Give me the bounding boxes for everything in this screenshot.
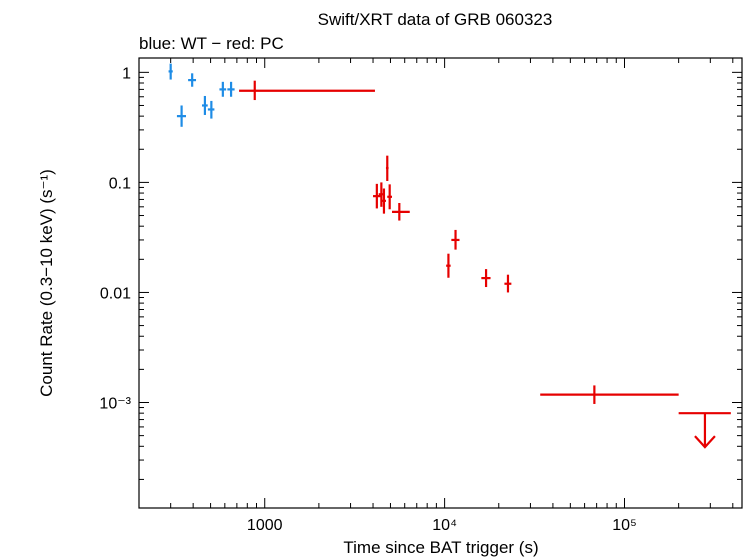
- data-point: [451, 229, 460, 250]
- x-tick-label: 1000: [247, 517, 283, 534]
- data-point: [446, 253, 451, 278]
- data-point: [385, 155, 389, 181]
- x-axis-label: Time since BAT trigger (s): [343, 538, 538, 557]
- y-axis-label: Count Rate (0.3−10 keV) (s⁻¹): [37, 169, 56, 397]
- data-point: [504, 274, 512, 293]
- plot-frame: [138, 57, 743, 509]
- data-point: [387, 184, 393, 210]
- data-point: [239, 80, 375, 101]
- data-point: [207, 100, 215, 119]
- y-tick-label: 0.01: [100, 285, 131, 302]
- axis-ticks: [138, 58, 742, 508]
- axis-tick-labels: 1000 10⁴ 10⁵ 1 0.1 0.01 10⁻³: [99, 65, 636, 534]
- chart-title: Swift/XRT data of GRB 060323: [318, 10, 553, 29]
- data-point: [176, 105, 186, 127]
- x-tick-label: 10⁴: [432, 517, 457, 534]
- data-point: [202, 95, 208, 115]
- y-tick-label: 10⁻³: [99, 396, 131, 413]
- data-point: [188, 73, 197, 87]
- chart-subtitle: blue: WT − red: PC: [139, 34, 284, 53]
- data-point: [219, 81, 227, 97]
- data-point: [373, 183, 381, 209]
- data-point: [392, 202, 410, 221]
- y-tick-label: 0.1: [109, 175, 131, 192]
- upper-limit-arrowhead: [694, 435, 716, 449]
- data-point: [227, 81, 235, 97]
- data-marks: [168, 63, 731, 449]
- y-tick-label: 1: [122, 65, 131, 82]
- data-point: [540, 385, 679, 404]
- x-tick-label: 10⁵: [612, 517, 636, 534]
- data-point: [168, 63, 173, 80]
- data-point: [481, 269, 491, 288]
- upper-limit: [678, 412, 731, 449]
- data-point: [381, 188, 386, 214]
